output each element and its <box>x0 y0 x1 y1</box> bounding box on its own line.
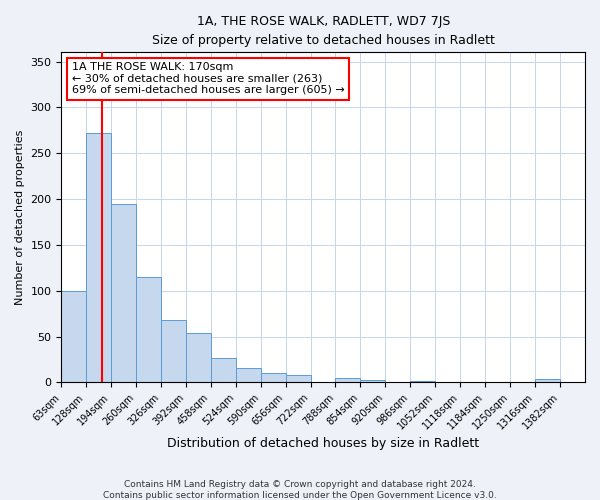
Bar <box>286 375 311 382</box>
Title: 1A, THE ROSE WALK, RADLETT, WD7 7JS
Size of property relative to detached houses: 1A, THE ROSE WALK, RADLETT, WD7 7JS Size… <box>152 15 494 47</box>
Bar <box>260 374 286 382</box>
Text: 1A THE ROSE WALK: 170sqm
← 30% of detached houses are smaller (263)
69% of semi-: 1A THE ROSE WALK: 170sqm ← 30% of detach… <box>72 62 344 96</box>
Bar <box>186 333 211 382</box>
Bar <box>86 133 111 382</box>
Text: Contains HM Land Registry data © Crown copyright and database right 2024.
Contai: Contains HM Land Registry data © Crown c… <box>103 480 497 500</box>
Bar <box>535 379 560 382</box>
Bar <box>361 380 385 382</box>
Bar <box>335 378 361 382</box>
Bar <box>136 277 161 382</box>
Bar <box>211 358 236 382</box>
Bar <box>410 380 435 382</box>
X-axis label: Distribution of detached houses by size in Radlett: Distribution of detached houses by size … <box>167 437 479 450</box>
Bar <box>161 320 186 382</box>
Bar <box>236 368 260 382</box>
Bar <box>61 291 86 382</box>
Bar <box>111 204 136 382</box>
Y-axis label: Number of detached properties: Number of detached properties <box>15 130 25 305</box>
